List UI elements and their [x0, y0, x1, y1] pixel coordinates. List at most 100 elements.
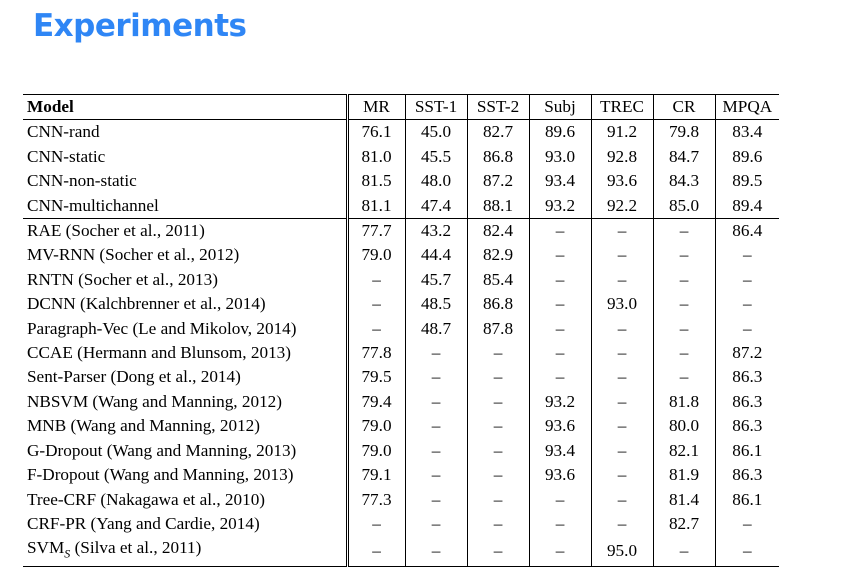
model-name-cell: CNN-rand [27, 122, 100, 142]
score-cell-mpqa: 86.4 [714, 218, 780, 244]
score-cell-mpqa: 89.5 [714, 169, 780, 194]
score-cell-mpqa: 86.1 [714, 438, 780, 464]
score-cell-trec: – [590, 267, 653, 293]
score-cell-subj: – [528, 341, 591, 366]
score-cell-cr: – [652, 218, 715, 244]
score-cell-subj: 93.2 [528, 193, 591, 219]
score-cell-mr: 76.1 [345, 119, 405, 145]
score-cell-sst-2: 82.7 [466, 119, 529, 145]
score-cell-trec: – [590, 365, 653, 390]
column-header-cr: CR [652, 94, 715, 120]
score-cell-mpqa: – [714, 243, 780, 268]
score-cell-mr: 81.0 [345, 144, 405, 170]
score-cell-sst-1: – [404, 536, 467, 567]
score-cell-trec: 92.8 [590, 144, 653, 170]
score-cell-mpqa: 83.4 [714, 119, 780, 145]
score-cell-cr: – [652, 365, 715, 390]
model-name-cell: G-Dropout (Wang and Manning, 2013) [27, 440, 297, 460]
score-cell-mr: 79.1 [345, 463, 405, 488]
score-cell-trec: – [590, 218, 653, 244]
score-cell-trec: – [590, 389, 653, 415]
score-cell-cr: – [652, 536, 715, 567]
model-name-cell: DCNN (Kalchbrenner et al., 2014) [27, 294, 266, 314]
column-header-sst-2: SST-2 [466, 94, 529, 120]
score-cell-sst-2: 82.9 [466, 243, 529, 268]
score-cell-mpqa: 86.3 [714, 463, 780, 488]
table-row: Tree-CRF (Nakagawa et al., 2010) 77.3– – – –… [23, 487, 780, 512]
score-cell-cr: – [652, 292, 715, 317]
score-cell-cr: – [652, 316, 715, 342]
model-name-cell: CNN-non-static [27, 171, 137, 191]
score-cell-mr: 79.4 [345, 389, 405, 415]
model-name-cell: CNN-multichannel [27, 195, 159, 215]
column-header-sst-1: SST-1 [404, 94, 467, 120]
score-cell-trec: 93.6 [590, 169, 653, 194]
score-cell-mpqa: – [714, 316, 780, 342]
score-cell-sst-2: 87.2 [466, 169, 529, 194]
score-cell-sst-1: 48.5 [404, 292, 467, 317]
score-cell-mpqa: 86.3 [714, 365, 780, 390]
score-cell-mpqa: 86.3 [714, 389, 780, 415]
model-name-cell: F-Dropout (Wang and Manning, 2013) [27, 465, 294, 485]
score-cell-subj: – [528, 218, 591, 244]
score-cell-subj: 93.6 [528, 414, 591, 439]
slide-title: Experiments [33, 8, 247, 44]
table-row: CRF-PR (Yang and Cardie, 2014) – – – – –82.7– [23, 511, 780, 537]
score-cell-sst-2: – [466, 438, 529, 464]
score-cell-sst-2: 87.8 [466, 316, 529, 342]
score-cell-mpqa: 89.4 [714, 193, 780, 219]
score-cell-sst-2: – [466, 341, 529, 366]
score-cell-subj: – [528, 267, 591, 293]
model-name-cell: MV-RNN (Socher et al., 2012) [27, 245, 240, 265]
score-cell-sst-1: 45.7 [404, 267, 467, 293]
column-header-trec: TREC [590, 94, 653, 120]
score-cell-cr: – [652, 341, 715, 366]
table-row: DCNN (Kalchbrenner et al., 2014) –48.5 86.… [23, 292, 780, 317]
score-cell-mr: 77.7 [345, 218, 405, 244]
score-cell-cr: 81.4 [652, 487, 715, 512]
score-cell-sst-1: – [404, 463, 467, 488]
score-cell-mpqa: – [714, 511, 780, 537]
table-row: G-Dropout (Wang and Manning, 2013) 79.0– –… [23, 438, 780, 464]
score-cell-mpqa: 87.2 [714, 341, 780, 366]
score-cell-trec: – [590, 438, 653, 464]
score-cell-sst-2: – [466, 463, 529, 488]
model-name-cell: CNN-static [27, 146, 106, 166]
score-cell-sst-2: 86.8 [466, 292, 529, 317]
score-cell-trec: 93.0 [590, 292, 653, 317]
score-cell-mr: 77.8 [345, 341, 405, 366]
score-cell-mr: – [345, 292, 405, 317]
score-cell-mpqa: – [714, 292, 780, 317]
score-cell-sst-1: – [404, 511, 467, 537]
score-cell-sst-1: 43.2 [404, 218, 467, 244]
score-cell-cr: 84.3 [652, 169, 715, 194]
score-cell-sst-1: – [404, 341, 467, 366]
model-name-cell: MNB (Wang and Manning, 2012) [27, 416, 261, 436]
score-cell-trec: – [590, 341, 653, 366]
score-cell-cr: 82.1 [652, 438, 715, 464]
score-cell-trec: – [590, 463, 653, 488]
score-cell-mr: 79.0 [345, 414, 405, 439]
score-cell-trec: – [590, 487, 653, 512]
score-cell-sst-1: 45.5 [404, 144, 467, 170]
score-cell-mr: 79.5 [345, 365, 405, 390]
score-cell-sst-1: – [404, 414, 467, 439]
table-row: Sent-Parser (Dong et al., 2014) 79.5– – – – –… [23, 365, 780, 390]
score-cell-sst-2: 85.4 [466, 267, 529, 293]
table-row: CNN-non-static 81.5 48.0 87.2 93.4 93.6 84.3 89… [23, 169, 780, 194]
score-cell-mpqa: – [714, 536, 780, 567]
score-cell-mpqa: 89.6 [714, 144, 780, 170]
score-cell-subj: – [528, 292, 591, 317]
score-cell-sst-1: 48.0 [404, 169, 467, 194]
score-cell-subj: – [528, 511, 591, 537]
table-row: CCAE (Hermann and Blunsom, 2013) 77.8– – – –… [23, 341, 780, 366]
score-cell-mr: 81.1 [345, 193, 405, 219]
column-header-mpqa: MPQA [714, 94, 780, 120]
table-row: SVMS (Silva et al., 2011) – – – –95.0– – [23, 536, 780, 567]
score-cell-mr: 79.0 [345, 243, 405, 268]
score-cell-cr: 84.7 [652, 144, 715, 170]
score-cell-sst-2: 82.4 [466, 218, 529, 244]
column-header-mr: MR [345, 94, 405, 120]
table-row: MNB (Wang and Manning, 2012) 79.0– –93.6–8… [23, 414, 780, 439]
results-table: Model MR SST-1 SST-2 Subj TREC CR MPQA CNN-rand… [23, 94, 780, 567]
